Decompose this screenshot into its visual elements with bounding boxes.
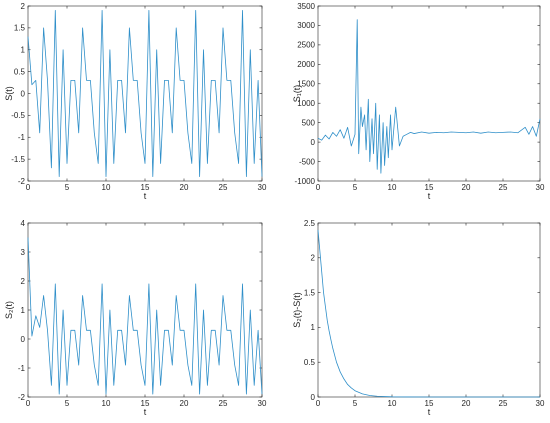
- x-tick-label: 5: [65, 399, 70, 408]
- y-tick-label: 500: [302, 118, 316, 127]
- y-tick-label: 1.5: [14, 24, 26, 33]
- x-axis-label: t: [428, 407, 431, 417]
- chart-panel-2: 0 5 10 15 20 25 30 -1000 -500 0 500 1000 1500 2000 250…: [292, 2, 545, 201]
- y-axis-label: S₂(t): [4, 301, 14, 319]
- series-line-1: [27, 237, 263, 395]
- x-tick-label: 10: [388, 399, 397, 408]
- chart-panel-3: 0 5 10 15 20 25 30 -2 -1 0 1 2 3 4 t S₂(t): [4, 219, 267, 417]
- x-tick-label: 0: [316, 399, 321, 408]
- y-tick-label: 2500: [297, 41, 315, 50]
- x-tick-label: 5: [353, 399, 358, 408]
- y-tick-label: -2: [18, 177, 26, 186]
- x-tick-label: 25: [219, 183, 228, 192]
- x-tick-label: 5: [65, 183, 70, 192]
- y-tick-label: 0: [21, 335, 26, 344]
- y-tick-label: 1: [21, 46, 26, 55]
- y-tick-label: 0: [311, 138, 316, 147]
- x-tick-label: 15: [141, 399, 150, 408]
- y-tick-label: 1.5: [304, 288, 316, 297]
- y-tick-label: 1000: [297, 99, 315, 108]
- x-tick-label: 20: [462, 399, 471, 408]
- y-axis-label: S₂(t)-S(t): [292, 292, 302, 328]
- y-tick-label: -1: [18, 133, 26, 142]
- x-tick-label: 0: [26, 399, 31, 408]
- y-tick-label: 0.5: [14, 67, 26, 76]
- plot-frame: [317, 5, 541, 182]
- series-line-1: [317, 19, 541, 174]
- x-tick-label: 15: [425, 183, 434, 192]
- y-axis-label: S₁(t): [292, 85, 302, 103]
- x-tick-label: 5: [353, 183, 358, 192]
- y-tick-label: -0.5: [11, 111, 25, 120]
- x-tick-label: 25: [499, 183, 508, 192]
- plot-frame: [317, 222, 541, 398]
- x-tick-label: 20: [462, 183, 471, 192]
- x-tick-label: 10: [388, 183, 397, 192]
- y-tick-label: 0.5: [304, 358, 316, 367]
- x-axis-label: t: [428, 191, 431, 201]
- y-tick-label: 1: [21, 306, 26, 315]
- x-tick-label: 25: [499, 399, 508, 408]
- x-tick-label: 10: [102, 399, 111, 408]
- y-tick-label: 0: [311, 393, 316, 402]
- x-tick-label: 30: [536, 399, 545, 408]
- x-axis-label: t: [144, 191, 147, 201]
- x-tick-label: 0: [316, 183, 321, 192]
- x-tick-label: 25: [219, 399, 228, 408]
- x-tick-label: 10: [102, 183, 111, 192]
- y-tick-label: 3: [21, 248, 26, 257]
- y-tick-label: 2: [311, 254, 316, 263]
- y-tick-label: 4: [21, 219, 26, 228]
- chart-panel-4: 0 5 10 15 20 25 30 0 0.5 1 1.5 2 2.5 t S₂(t)-S(t): [292, 219, 545, 417]
- x-tick-label: 20: [180, 399, 189, 408]
- x-tick-label: 15: [141, 183, 150, 192]
- y-tick-label: 0: [21, 89, 26, 98]
- y-tick-label: -1.5: [11, 155, 25, 164]
- series-line-1: [27, 9, 263, 178]
- x-tick-label: 30: [258, 183, 267, 192]
- x-tick-label: 30: [258, 399, 267, 408]
- y-tick-label: -1: [18, 364, 26, 373]
- y-tick-label: -2: [18, 393, 26, 402]
- y-tick-label: 2000: [297, 60, 315, 69]
- y-tick-label: 2.5: [304, 219, 316, 228]
- y-tick-label: -1000: [295, 177, 316, 186]
- y-tick-label: 2: [21, 277, 26, 286]
- x-tick-label: 15: [425, 399, 434, 408]
- y-tick-label: 2: [21, 2, 26, 11]
- y-tick-label: 1500: [297, 80, 315, 89]
- x-tick-label: 30: [536, 183, 545, 192]
- chart-panel-1: 0 5 10 15 20 25 30 -2 -1.5 -1 -0.5 0 0.5 1 1.5 2 t S(t): [4, 2, 267, 201]
- x-tick-label: 20: [180, 183, 189, 192]
- y-tick-label: 1: [311, 323, 316, 332]
- y-tick-label: 3500: [297, 2, 315, 11]
- series-line-1: [317, 229, 540, 398]
- x-tick-label: 0: [26, 183, 31, 192]
- x-axis-label: t: [144, 407, 147, 417]
- y-tick-label: -500: [299, 157, 316, 166]
- y-tick-label: 3000: [297, 21, 315, 30]
- y-axis-label: S(t): [4, 86, 14, 101]
